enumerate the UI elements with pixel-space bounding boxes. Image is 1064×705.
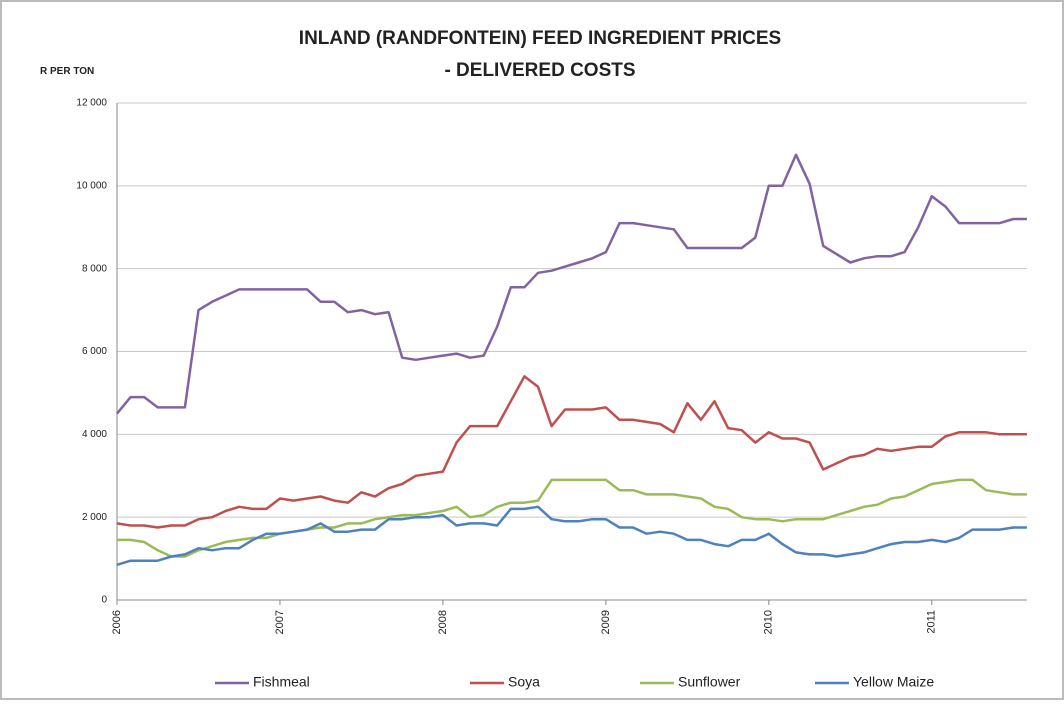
series-line — [116, 505, 1027, 566]
y-axis-label: R PER TON — [40, 66, 94, 77]
y-tick-label: 10 000 — [76, 180, 107, 191]
y-tick-label: 12 000 — [76, 98, 107, 109]
x-tick-label: 2011 — [926, 610, 938, 634]
x-tick-label: 2009 — [600, 610, 612, 634]
chart-title: INLAND (RANDFONTEIN) FEED INGREDIENT PRI… — [299, 28, 781, 49]
y-tick-label: 8 000 — [82, 263, 107, 274]
x-tick-label: 2010 — [763, 610, 775, 634]
legend-label: Fishmeal — [253, 674, 310, 690]
y-tick-label: 2 000 — [82, 512, 107, 523]
y-tick-label: 6 000 — [82, 346, 107, 357]
series-line — [116, 375, 1027, 529]
x-tick-label: 2006 — [111, 610, 123, 634]
x-tick-label: 2007 — [274, 610, 286, 634]
legend-label: Sunflower — [678, 674, 741, 690]
x-tick-label: 2008 — [437, 610, 449, 634]
y-tick-label: 0 — [101, 595, 107, 606]
chart-subtitle: - DELIVERED COSTS — [444, 60, 635, 81]
series-line — [117, 478, 1027, 558]
y-tick-label: 4 000 — [82, 429, 107, 440]
series-line — [116, 153, 1027, 415]
legend-label: Soya — [508, 674, 540, 690]
legend-label: Yellow Maize — [853, 674, 934, 690]
